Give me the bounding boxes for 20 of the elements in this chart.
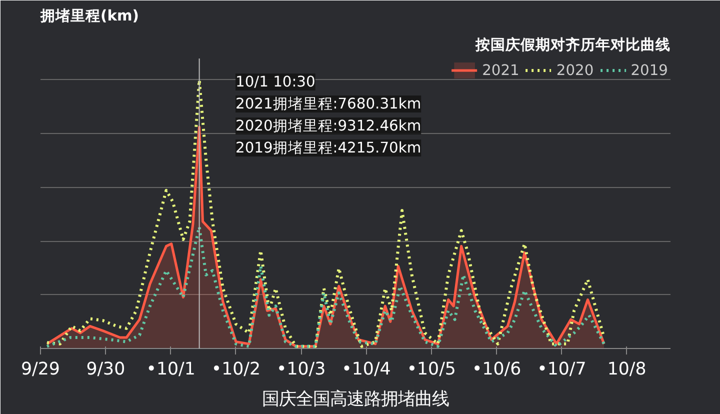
x-tick-label: •10/5: [406, 360, 456, 380]
x-tick-label: •10/6: [472, 360, 522, 380]
x-tick-label: •10/4: [342, 360, 391, 380]
x-tick-label: •10/7: [537, 360, 586, 380]
x-tick-label: 9/30: [86, 360, 126, 380]
chart-subtitle: 按国庆假期对齐历年对比曲线: [474, 36, 670, 54]
text: 国庆全国高速路拥堵曲线: [262, 390, 449, 410]
annotation: 10/1 10:30: [236, 74, 316, 90]
annotation: 2020拥堵里程:9312.46km: [236, 118, 422, 134]
x-tick-label: 10/8: [607, 360, 646, 380]
legend-label: 2020: [556, 62, 594, 78]
annotation: 2019拥堵里程:4215.70km: [236, 140, 422, 156]
x-tick-label: 9/29: [21, 360, 60, 380]
annotation: 2021拥堵里程:7680.31km: [236, 96, 422, 112]
x-tick-label: •10/1: [146, 360, 196, 380]
legend-label: 2021: [482, 62, 520, 78]
x-tick-label: •10/2: [211, 360, 261, 380]
legend-label: 2019: [630, 62, 668, 78]
x-tick-label: •10/3: [276, 360, 326, 380]
y-axis-title: 拥堵里程(km): [40, 8, 139, 24]
